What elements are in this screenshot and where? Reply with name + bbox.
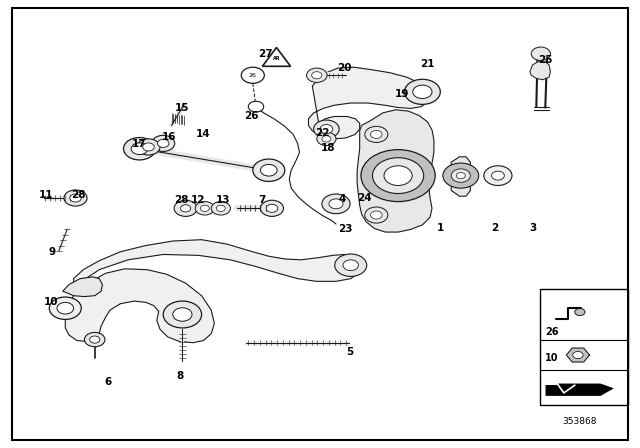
Circle shape [329,199,343,209]
Circle shape [70,194,81,202]
Text: 11: 11 [39,190,53,200]
Circle shape [157,139,169,147]
Circle shape [492,171,504,180]
Circle shape [343,260,358,271]
Circle shape [248,101,264,112]
Circle shape [371,211,382,219]
Circle shape [90,336,100,343]
Text: 20: 20 [337,63,351,73]
Circle shape [365,126,388,142]
Text: 25: 25 [538,56,552,65]
Text: 27: 27 [259,49,273,59]
Text: 2: 2 [491,224,499,233]
Polygon shape [262,47,291,66]
Polygon shape [74,240,362,287]
Circle shape [335,254,367,276]
Circle shape [211,202,230,215]
Text: 26: 26 [249,73,257,78]
Circle shape [200,205,209,211]
Text: 18: 18 [321,143,335,153]
Polygon shape [451,157,470,196]
Circle shape [180,205,191,212]
Text: 8: 8 [177,371,184,381]
Circle shape [49,297,81,319]
Circle shape [124,138,156,160]
Circle shape [84,332,105,347]
Circle shape [573,351,583,358]
Circle shape [484,166,512,185]
Circle shape [152,135,175,151]
Circle shape [143,143,154,151]
Text: 22: 22 [316,128,330,138]
Circle shape [322,136,331,142]
Text: 28: 28 [175,195,189,205]
Text: 4: 4 [339,194,346,204]
Circle shape [322,194,350,214]
Circle shape [266,204,278,212]
Polygon shape [308,67,430,139]
Circle shape [131,143,148,155]
Polygon shape [530,62,550,80]
Circle shape [260,164,277,176]
Circle shape [451,169,470,182]
Text: 14: 14 [196,129,211,139]
Circle shape [317,132,336,146]
Circle shape [371,130,382,138]
Text: 28: 28 [71,190,85,200]
Circle shape [64,190,87,206]
Text: 21: 21 [420,59,435,69]
Circle shape [384,166,412,185]
Text: 10: 10 [44,297,58,307]
Polygon shape [546,384,613,396]
Text: 26: 26 [545,327,559,337]
Circle shape [320,125,333,134]
Text: 5: 5 [346,347,354,357]
FancyBboxPatch shape [540,289,628,405]
Text: 7: 7 [259,195,266,205]
Circle shape [314,120,339,138]
Circle shape [253,159,285,181]
Circle shape [241,67,264,83]
Circle shape [173,308,192,321]
Text: 23: 23 [339,224,353,234]
Circle shape [216,205,225,211]
Text: 13: 13 [216,195,230,205]
Circle shape [443,163,479,188]
Polygon shape [566,348,589,362]
Text: 12: 12 [191,195,205,205]
Text: 3: 3 [529,224,537,233]
Polygon shape [357,110,434,232]
Circle shape [195,202,214,215]
Circle shape [404,79,440,104]
Circle shape [456,172,465,179]
Text: 26: 26 [244,111,258,121]
Text: 17: 17 [132,139,147,149]
Text: AR: AR [273,56,280,61]
Text: 1: 1 [436,224,444,233]
Circle shape [260,200,284,216]
Text: 24: 24 [358,193,372,203]
Text: 353868: 353868 [562,417,596,426]
Circle shape [312,72,322,79]
Text: 6: 6 [104,377,111,387]
Text: 16: 16 [162,132,176,142]
Text: 9: 9 [49,247,56,257]
Circle shape [174,200,197,216]
Circle shape [413,85,432,99]
Circle shape [575,309,585,316]
Text: 19: 19 [395,89,409,99]
Circle shape [365,207,388,223]
Text: 10: 10 [545,353,559,363]
Circle shape [372,158,424,194]
Polygon shape [65,269,214,343]
Circle shape [531,47,550,60]
Circle shape [57,302,74,314]
Circle shape [137,139,160,155]
Polygon shape [63,277,102,297]
Circle shape [361,150,435,202]
Circle shape [307,68,327,82]
Text: 15: 15 [175,103,189,113]
Circle shape [163,301,202,328]
